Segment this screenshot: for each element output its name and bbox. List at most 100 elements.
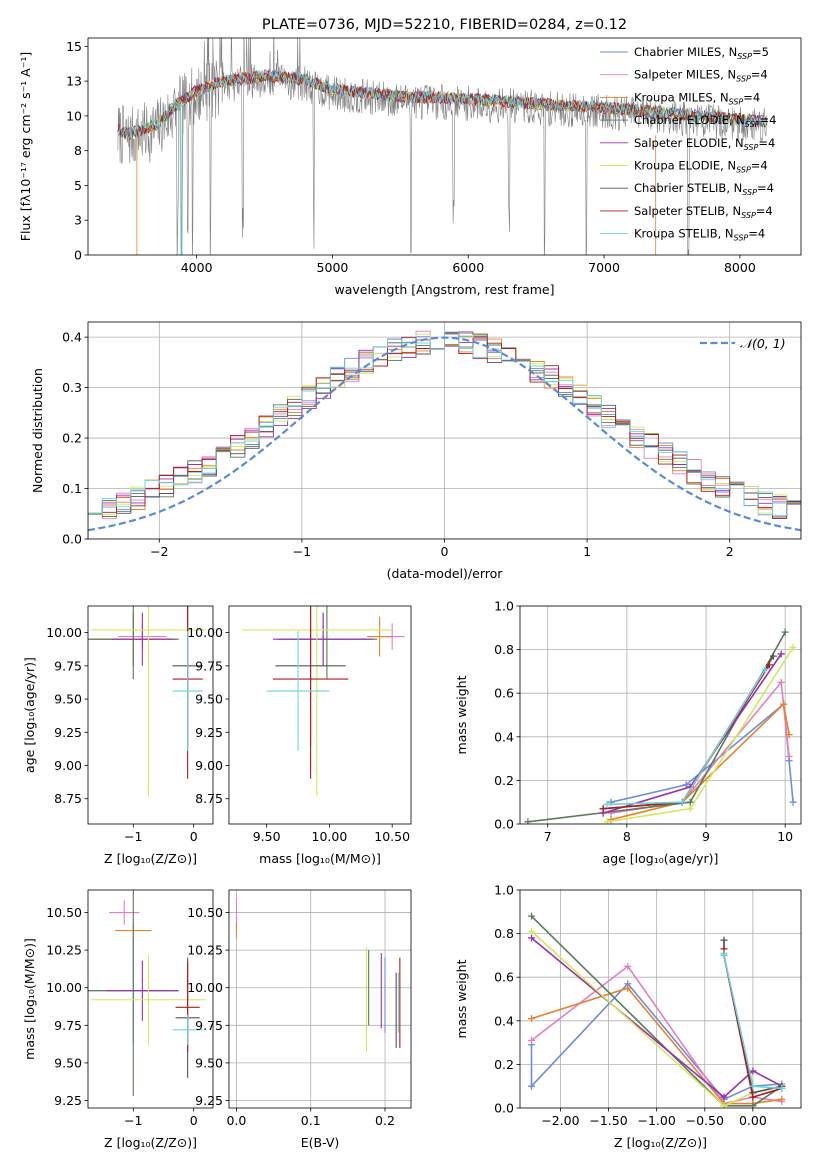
x-tick-label: 0.2 bbox=[375, 1113, 395, 1128]
y-tick-label: 10 bbox=[66, 108, 82, 123]
legend-label: Kroupa MILES, NSSP=4 bbox=[634, 90, 760, 106]
y-axis-label: age [log₁₀(age/yr)] bbox=[22, 657, 37, 773]
y-tick-label: 0.2 bbox=[494, 1057, 514, 1072]
weight-series-line bbox=[606, 646, 794, 823]
weight-marker bbox=[780, 700, 788, 708]
y-tick-label: 0.0 bbox=[62, 532, 82, 547]
y-tick-label: 0.3 bbox=[62, 380, 82, 395]
plot-area bbox=[520, 606, 801, 824]
y-tick-label: 9.50 bbox=[195, 1055, 223, 1070]
y-tick-label: 0.2 bbox=[62, 431, 82, 446]
y-tick-label: 9.75 bbox=[54, 1018, 82, 1033]
y-tick-label: 0.6 bbox=[494, 686, 514, 701]
weight-marker bbox=[524, 818, 532, 824]
weight-marker bbox=[528, 927, 536, 935]
y-tick-label: 10.00 bbox=[187, 625, 223, 640]
y-tick-label: 9.00 bbox=[195, 758, 223, 773]
error-bar-point bbox=[266, 631, 330, 751]
x-tick-label: 0.0 bbox=[226, 1113, 246, 1128]
y-tick-label: 9.25 bbox=[54, 1093, 82, 1108]
y-tick-label: 0.4 bbox=[62, 330, 82, 345]
axes-frame bbox=[228, 889, 412, 1109]
plot-area bbox=[117, 38, 768, 255]
y-tick-label: 15 bbox=[66, 39, 82, 54]
weight-marker bbox=[749, 1082, 757, 1090]
y-tick-label: 0.2 bbox=[494, 773, 514, 788]
chart-age_vs_mass: 9.50 10.00 10.50 8.75 9.00 9.25 9.50 9.75 10.00 m… bbox=[187, 605, 412, 866]
weight-series-line bbox=[610, 702, 794, 803]
weight-series-line bbox=[610, 702, 790, 821]
error-bar-point bbox=[109, 900, 140, 925]
weight-marker bbox=[603, 818, 611, 824]
y-tick-label: 8.75 bbox=[195, 791, 223, 806]
plot-area bbox=[520, 890, 801, 1108]
error-bar-point bbox=[91, 606, 206, 797]
weight-marker bbox=[765, 661, 773, 669]
y-tick-label: 8.75 bbox=[54, 791, 82, 806]
y-tick-label: 9.75 bbox=[195, 1018, 223, 1033]
weight-marker bbox=[599, 805, 607, 813]
y-tick-label: 10.25 bbox=[187, 943, 223, 958]
x-tick-label: 0.00 bbox=[739, 1113, 767, 1128]
x-axis-label: age [log₁₀(age/yr)] bbox=[603, 851, 719, 866]
legend-label: 𝒩(0, 1) bbox=[740, 336, 786, 351]
x-tick-label: 10.00 bbox=[312, 829, 348, 844]
x-tick-label: 5000 bbox=[317, 260, 349, 275]
y-tick-label: 10.50 bbox=[187, 905, 223, 920]
weight-series-line bbox=[603, 655, 774, 810]
x-axis-label: E(B-V) bbox=[301, 1135, 340, 1150]
weight-marker bbox=[528, 1082, 536, 1090]
legend-label: Chabrier ELODIE, NSSP=4 bbox=[634, 113, 776, 129]
weight-marker bbox=[528, 1015, 536, 1023]
y-axis-label: mass weight bbox=[454, 959, 469, 1038]
x-tick-label: 4000 bbox=[181, 260, 213, 275]
x-tick-label: 9 bbox=[702, 829, 710, 844]
weight-marker bbox=[778, 1095, 786, 1103]
x-axis-label: Z [log₁₀(Z/Z⊙)] bbox=[104, 1135, 197, 1150]
y-tick-label: 0.8 bbox=[494, 926, 514, 941]
weight-marker bbox=[678, 798, 686, 806]
x-tick-label: 7 bbox=[544, 829, 552, 844]
x-tick-label: −2 bbox=[150, 544, 168, 559]
chart-title: PLATE=0736, MJD=52210, FIBERID=0284, z=0… bbox=[262, 17, 627, 33]
y-tick-label: 10.25 bbox=[46, 943, 82, 958]
chart-mass_vs_ebv: 0.0 0.1 0.2 9.25 9.50 9.75 10.00 10.25 10.50 E(B-… bbox=[187, 889, 412, 1150]
x-tick-label: −1.50 bbox=[589, 1113, 627, 1128]
chart-spectrum: 4000 5000 6000 7000 8000 0 3 5 8 10 13 15 wavelength… bbox=[18, 17, 802, 297]
legend-label: Salpeter STELIB, NSSP=4 bbox=[634, 204, 773, 220]
weight-marker bbox=[624, 984, 632, 992]
y-tick-label: 0.6 bbox=[494, 970, 514, 985]
y-axis-label: mass [log₁₀(M/M⊙)] bbox=[22, 938, 37, 1060]
y-tick-label: 8 bbox=[74, 143, 82, 158]
weight-marker bbox=[785, 752, 793, 760]
weight-marker bbox=[749, 1102, 757, 1108]
y-tick-label: 10.00 bbox=[187, 980, 223, 995]
weight-marker bbox=[789, 798, 797, 806]
y-tick-label: 1.0 bbox=[494, 599, 514, 614]
weight-marker bbox=[761, 665, 769, 673]
weight-marker bbox=[686, 805, 694, 813]
y-tick-label: 9.75 bbox=[195, 658, 223, 673]
weight-marker bbox=[749, 1067, 757, 1075]
normal-distribution-curve bbox=[88, 336, 801, 532]
axes-frame bbox=[228, 605, 412, 825]
weight-marker bbox=[789, 643, 797, 651]
weight-marker bbox=[720, 936, 728, 944]
chart-weight_vs_Z: −2.00 −1.50 −1.00 −0.50 0.00 0.0 0.2 0.4 0.6 0.8 1… bbox=[454, 883, 802, 1150]
weight-series-line bbox=[527, 631, 786, 823]
y-tick-label: 9.50 bbox=[54, 1055, 82, 1070]
weight-marker bbox=[769, 652, 777, 660]
x-axis-label: Z [log₁₀(Z/Z⊙)] bbox=[104, 851, 197, 866]
weight-marker bbox=[781, 628, 789, 636]
weight-marker bbox=[720, 1093, 728, 1101]
model-spectrum-line bbox=[117, 70, 767, 141]
weight-series-line bbox=[530, 915, 783, 1107]
y-tick-label: 9.75 bbox=[54, 658, 82, 673]
legend-label: Salpeter ELODIE, NSSP=4 bbox=[634, 136, 775, 152]
y-tick-label: 0.4 bbox=[494, 1013, 514, 1028]
error-bar-point bbox=[241, 606, 393, 797]
weight-marker bbox=[682, 781, 690, 789]
weight-marker bbox=[720, 1102, 728, 1108]
legend-label: Kroupa STELIB, NSSP=4 bbox=[634, 227, 765, 243]
